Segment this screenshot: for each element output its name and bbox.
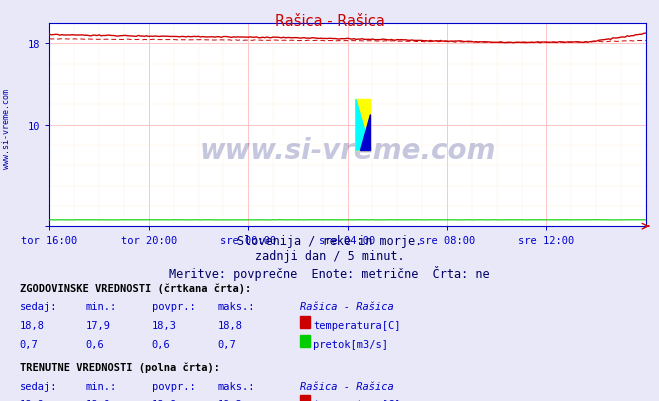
Text: povpr.:: povpr.: (152, 302, 195, 312)
Text: min.:: min.: (86, 381, 117, 391)
Text: zadnji dan / 5 minut.: zadnji dan / 5 minut. (254, 250, 405, 263)
Text: povpr.:: povpr.: (152, 381, 195, 391)
Text: 18,9: 18,9 (20, 399, 45, 401)
Text: 18,3: 18,3 (152, 320, 177, 330)
Text: Rašica - Rašica: Rašica - Rašica (300, 302, 393, 312)
Text: temperatura[C]: temperatura[C] (313, 320, 401, 330)
Text: maks.:: maks.: (217, 302, 255, 312)
Polygon shape (360, 115, 370, 151)
Text: 0,7: 0,7 (20, 339, 38, 349)
Text: Slovenija / reke in morje.: Slovenija / reke in morje. (237, 235, 422, 247)
Text: 19,2: 19,2 (217, 399, 243, 401)
Text: www.si-vreme.com: www.si-vreme.com (2, 88, 11, 168)
Text: 18,0: 18,0 (86, 399, 111, 401)
Text: temperatura[C]: temperatura[C] (313, 399, 401, 401)
Text: sedaj:: sedaj: (20, 381, 57, 391)
Text: TRENUTNE VREDNOSTI (polna črta):: TRENUTNE VREDNOSTI (polna črta): (20, 362, 219, 373)
Bar (356, 100, 370, 151)
Text: pretok[m3/s]: pretok[m3/s] (313, 339, 388, 349)
Text: 0,6: 0,6 (152, 339, 170, 349)
Text: maks.:: maks.: (217, 381, 255, 391)
Text: Meritve: povprečne  Enote: metrične  Črta: ne: Meritve: povprečne Enote: metrične Črta:… (169, 265, 490, 280)
Text: 18,8: 18,8 (20, 320, 45, 330)
Text: min.:: min.: (86, 302, 117, 312)
Text: ZGODOVINSKE VREDNOSTI (črtkana črta):: ZGODOVINSKE VREDNOSTI (črtkana črta): (20, 283, 251, 293)
Text: sedaj:: sedaj: (20, 302, 57, 312)
Text: Rašica - Rašica: Rašica - Rašica (275, 14, 384, 29)
Text: Rašica - Rašica: Rašica - Rašica (300, 381, 393, 391)
Text: 0,7: 0,7 (217, 339, 236, 349)
Text: 18,6: 18,6 (152, 399, 177, 401)
Text: 18,8: 18,8 (217, 320, 243, 330)
Polygon shape (356, 100, 370, 151)
Text: 17,9: 17,9 (86, 320, 111, 330)
Text: www.si-vreme.com: www.si-vreme.com (200, 137, 496, 164)
Text: 0,6: 0,6 (86, 339, 104, 349)
